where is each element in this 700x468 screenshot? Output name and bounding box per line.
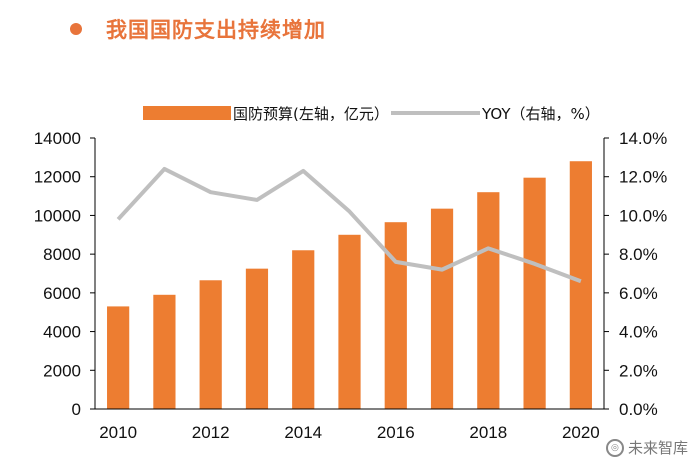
y-right-tick-label: 2.0% xyxy=(619,361,658,380)
bar-2011 xyxy=(153,294,176,409)
y-left-tick-label: 14000 xyxy=(34,129,81,148)
bar-2019 xyxy=(523,177,546,409)
legend-swatch-bar xyxy=(143,106,231,120)
y-left-tick-label: 10000 xyxy=(34,206,81,225)
y-right-tick-label: 12.0% xyxy=(619,168,667,187)
watermark-logo-icon: ◎ xyxy=(605,438,624,457)
legend-label-bar: 国防预算(左轴，亿元） xyxy=(233,105,389,123)
y-right-tick-label: 6.0% xyxy=(619,284,658,303)
bar-2016 xyxy=(384,222,407,409)
legend-label-line: YOY（右轴，%） xyxy=(481,105,600,123)
y-left-tick-label: 12000 xyxy=(34,168,81,187)
title-row: 我国国防支出持续增加 xyxy=(70,14,326,44)
legend: 国防预算(左轴，亿元） YOY（右轴，%） xyxy=(143,105,600,123)
bar-2010 xyxy=(107,306,130,409)
y-right-tick-label: 8.0% xyxy=(619,245,658,264)
bar-2015 xyxy=(338,234,361,409)
x-tick-label: 2012 xyxy=(192,423,230,442)
x-tick-label: 2010 xyxy=(99,423,137,442)
bar-2012 xyxy=(199,280,222,409)
chart-title: 我国国防支出持续增加 xyxy=(106,17,326,42)
bar-2013 xyxy=(245,268,269,409)
bar-2014 xyxy=(292,250,315,409)
x-tick-label: 2014 xyxy=(284,423,322,442)
x-tick-label: 2020 xyxy=(562,423,600,442)
y-left-tick-label: 6000 xyxy=(43,284,81,303)
y-right-tick-label: 14.0% xyxy=(619,129,667,148)
bullet-dot-icon xyxy=(70,23,82,35)
y-right-tick-label: 0.0% xyxy=(619,400,658,419)
watermark: ◎ 未来智库 xyxy=(605,437,688,458)
watermark-text: 未来智库 xyxy=(627,439,688,457)
bar-2020 xyxy=(569,161,592,409)
bar-2018 xyxy=(477,192,500,409)
y-right-tick-label: 4.0% xyxy=(619,323,658,342)
y-left-tick-label: 4000 xyxy=(43,323,81,342)
y-left-tick-label: 2000 xyxy=(43,361,81,380)
y-left-tick-label: 8000 xyxy=(43,245,81,264)
y-right-tick-label: 10.0% xyxy=(619,206,667,225)
bar-2017 xyxy=(430,208,454,409)
x-tick-label: 2018 xyxy=(469,423,507,442)
y-left-tick-label: 0 xyxy=(72,400,81,419)
x-tick-label: 2016 xyxy=(377,423,415,442)
